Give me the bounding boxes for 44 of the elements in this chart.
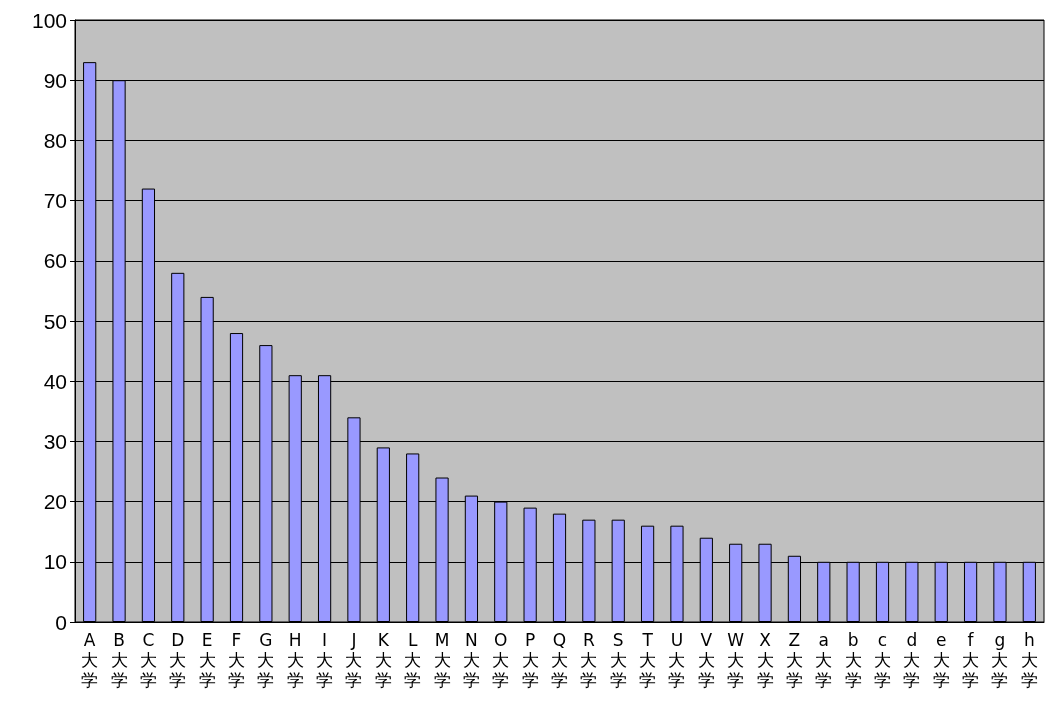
y-tick-label: 80 bbox=[43, 128, 67, 152]
y-tick-label: 0 bbox=[55, 610, 67, 634]
x-tick-label: Z大学 bbox=[785, 630, 803, 690]
x-tick-label: I大学 bbox=[316, 630, 334, 690]
y-tick-label: 60 bbox=[43, 249, 67, 273]
x-tick-label: G大学 bbox=[257, 630, 275, 690]
y-tick-label: 50 bbox=[43, 309, 67, 333]
x-tick-label: D大学 bbox=[169, 630, 187, 690]
x-tick-label: F大学 bbox=[228, 630, 245, 690]
x-tick-label: W大学 bbox=[727, 630, 745, 690]
x-tick-label: A大学 bbox=[81, 630, 99, 690]
x-tick-label: L大学 bbox=[404, 630, 422, 690]
x-tick-label: K大学 bbox=[374, 630, 392, 690]
y-tick-label: 100 bbox=[31, 8, 67, 32]
x-tick-label: R大学 bbox=[580, 630, 598, 690]
x-tick-label: e大学 bbox=[932, 630, 950, 690]
y-tick-label: 30 bbox=[43, 429, 67, 453]
x-tick-label: h大学 bbox=[1020, 630, 1038, 690]
x-tick-label: H大学 bbox=[286, 630, 304, 690]
x-tick-label: E大学 bbox=[198, 630, 216, 690]
x-tick-label: b大学 bbox=[844, 630, 862, 690]
x-tick-label: B大学 bbox=[110, 630, 128, 690]
x-tick-label: f大学 bbox=[962, 630, 980, 690]
x-tick-label: Q大学 bbox=[551, 630, 568, 690]
y-tick-label: 70 bbox=[43, 189, 67, 213]
x-tick-label: J大学 bbox=[345, 630, 363, 690]
y-tick-label: 40 bbox=[43, 369, 67, 393]
y-tick-label: 20 bbox=[43, 490, 67, 514]
x-tick-label: T大学 bbox=[639, 630, 657, 690]
y-tick-label: 90 bbox=[43, 68, 67, 92]
y-tick-label: 10 bbox=[43, 550, 67, 574]
x-tick-label: C大学 bbox=[139, 630, 157, 690]
x-tick-label: M大学 bbox=[433, 630, 451, 690]
x-tick-label: S大学 bbox=[609, 630, 627, 690]
x-tick-label: c大学 bbox=[874, 630, 891, 690]
x-tick-label: V大学 bbox=[697, 630, 715, 690]
x-tick-label: U大学 bbox=[668, 630, 686, 690]
x-tick-label: d大学 bbox=[903, 630, 921, 690]
x-tick-label: a大学 bbox=[815, 630, 833, 690]
x-tick-label: N大学 bbox=[462, 630, 480, 690]
x-tick-label: O大学 bbox=[492, 630, 510, 690]
x-tick-label: g大学 bbox=[991, 630, 1009, 690]
x-tick-label: X大学 bbox=[756, 630, 774, 690]
x-tick-label: P大学 bbox=[521, 630, 539, 690]
